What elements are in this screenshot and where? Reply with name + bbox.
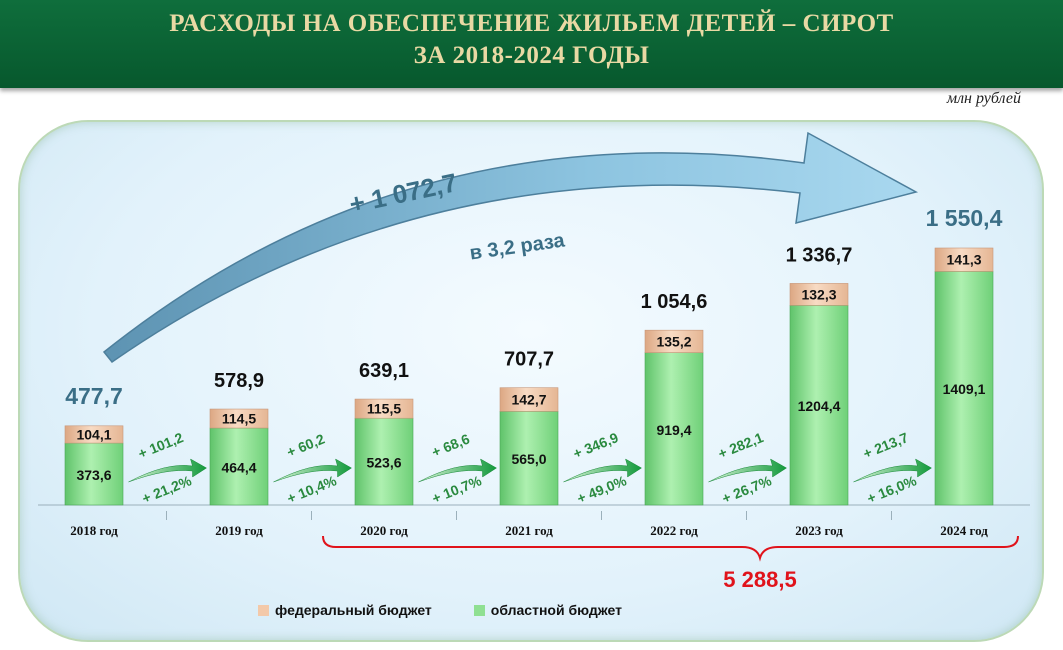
growth-abs-5: + 213,7 <box>861 429 911 462</box>
growth-abs-2: + 68,6 <box>429 431 472 461</box>
growth-arrow-4 <box>708 458 787 483</box>
label-regional-3: 565,0 <box>511 451 546 467</box>
chart-panel <box>18 120 1044 642</box>
growth-arrow-5 <box>853 458 932 483</box>
label-regional-0: 373,6 <box>76 467 111 483</box>
label-regional-5: 1204,4 <box>798 398 841 414</box>
label-federal-2: 115,5 <box>367 401 401 417</box>
growth-pct-5: + 16,0% <box>865 472 919 506</box>
growth-pct-3: + 49,0% <box>575 472 629 506</box>
overall-growth-ratio: в 3,2 раза <box>468 229 567 264</box>
x-tick-6: 2024 год <box>940 523 988 538</box>
bar-regional-2 <box>354 417 414 506</box>
legend-item-federal: федеральный бюджет <box>258 602 432 618</box>
label-federal-1: 114,5 <box>222 411 256 427</box>
growth-pct-4: + 26,7% <box>720 472 774 506</box>
bar-regional-0 <box>64 442 124 506</box>
legend-label-federal: федеральный бюджет <box>275 602 432 618</box>
bar-federal-4 <box>644 329 704 353</box>
bar-regional-6 <box>934 271 994 506</box>
legend-label-regional: областной бюджет <box>490 602 622 618</box>
growth-arrow-3 <box>563 458 642 483</box>
overall-growth-arrow <box>102 131 919 364</box>
x-tick-1: 2019 год <box>215 523 263 538</box>
bar-federal-5 <box>789 283 849 306</box>
label-federal-5: 132,3 <box>801 286 836 302</box>
legend-item-regional: областной бюджет <box>473 602 622 618</box>
label-regional-4: 919,4 <box>656 422 691 438</box>
growth-pct-0: + 21,2% <box>140 472 194 506</box>
growth-abs-1: + 60,2 <box>284 431 327 461</box>
legend-swatch-federal <box>258 604 269 616</box>
title-banner: РАСХОДЫ НА ОБЕСПЕЧЕНИЕ ЖИЛЬЕМ ДЕТЕЙ – СИ… <box>0 0 1063 88</box>
growth-abs-0: + 101,2 <box>136 429 186 462</box>
bar-federal-0 <box>64 425 124 444</box>
label-total-0: 477,7 <box>65 383 123 409</box>
growth-arrow-0 <box>128 458 207 483</box>
bar-federal-2 <box>354 398 414 419</box>
sum-2020-2024: 5 288,5 <box>723 567 796 592</box>
growth-pct-2: + 10,7% <box>430 472 484 506</box>
sum-brace <box>322 535 1019 562</box>
label-regional-1: 464,4 <box>221 460 256 476</box>
growth-abs-3: + 346,9 <box>571 429 621 462</box>
x-tick-3: 2021 год <box>505 523 553 538</box>
label-federal-0: 104,1 <box>76 426 111 442</box>
label-total-2: 639,1 <box>359 360 409 382</box>
label-total-6: 1 550,4 <box>926 205 1003 231</box>
label-total-3: 707,7 <box>504 349 554 371</box>
label-regional-6: 1409,1 <box>943 381 986 397</box>
bar-federal-3 <box>499 387 559 412</box>
title-line-2: ЗА 2018-2024 ГОДЫ <box>413 42 650 69</box>
x-tick-5: 2023 год <box>795 523 843 538</box>
title-line-1: РАСХОДЫ НА ОБЕСПЕЧЕНИЕ ЖИЛЬЕМ ДЕТЕЙ – СИ… <box>169 10 894 37</box>
label-federal-4: 135,2 <box>656 333 691 349</box>
legend-swatch-regional <box>473 604 485 616</box>
units-label: млн рублей <box>946 90 1021 107</box>
label-federal-6: 141,3 <box>946 252 981 268</box>
label-total-5: 1 336,7 <box>786 244 853 266</box>
bar-regional-5 <box>789 305 849 506</box>
x-tick-0: 2018 год <box>70 523 118 538</box>
bar-regional-1 <box>209 427 269 506</box>
label-total-4: 1 054,6 <box>641 291 708 313</box>
bar-federal-6 <box>934 247 994 272</box>
bar-federal-1 <box>209 408 269 429</box>
label-federal-3: 142,7 <box>511 392 546 408</box>
legend: федеральный бюджет областной бюджет <box>258 602 622 618</box>
growth-arrow-2 <box>418 458 497 483</box>
bar-regional-4 <box>644 352 704 506</box>
label-regional-2: 523,6 <box>366 455 401 471</box>
label-total-1: 578,9 <box>214 370 264 392</box>
growth-abs-4: + 282,1 <box>716 429 766 462</box>
growth-arrow-1 <box>273 458 352 483</box>
x-tick-2: 2020 год <box>360 523 408 538</box>
x-tick-4: 2022 год <box>650 523 698 538</box>
growth-pct-1: + 10,4% <box>285 472 339 506</box>
